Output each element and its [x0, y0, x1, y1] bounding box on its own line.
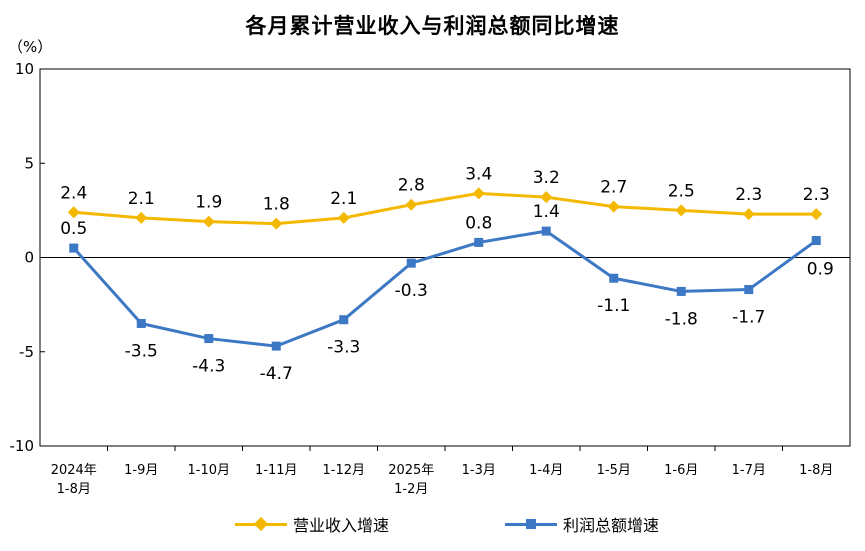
profit-data-label: -3.3: [327, 338, 360, 358]
x-tick-label: 1-12月: [322, 463, 365, 478]
profit-data-label: 0.8: [465, 213, 492, 233]
revenue-point: [742, 208, 755, 221]
profit-point: [204, 334, 214, 344]
revenue-point: [135, 211, 148, 224]
y-tick-label: -10: [10, 437, 35, 455]
profit-point: [69, 243, 79, 253]
profit-data-label: 0.9: [807, 260, 834, 280]
x-tick-label: 1-3月: [462, 463, 496, 478]
y-tick-label: -5: [19, 343, 34, 361]
line-chart: （%） 10 5 0 -5 -10 2024年 1-8月 1-9月 1-10月 1-11月 1-1…: [8, 38, 851, 497]
x-tick-label: 1-5月: [597, 463, 631, 478]
revenue-point: [472, 187, 485, 200]
revenue-data-label: 2.7: [600, 178, 627, 198]
y-tick-label: 5: [24, 154, 34, 172]
profit-point: [339, 315, 349, 325]
revenue-data-label: 1.8: [263, 195, 290, 215]
profit-point: [406, 258, 416, 268]
revenue-point: [337, 211, 350, 224]
profit-data-label: 0.5: [60, 219, 87, 239]
profit-point: [474, 237, 484, 247]
profit-data-label: 1.4: [533, 202, 560, 222]
revenue-data-label: 1.9: [195, 193, 222, 213]
x-tick-label: 2025年: [388, 463, 434, 478]
profit-point: [541, 226, 551, 236]
x-tick-label: 1-2月: [394, 482, 428, 497]
legend-item-profit: 利润总额增速: [505, 512, 659, 536]
profit-point: [811, 236, 821, 246]
legend: 营业收入增速 利润总额增速: [0, 512, 865, 542]
profit-point: [271, 341, 281, 351]
revenue-point: [202, 215, 215, 228]
revenue-point: [405, 198, 418, 211]
diamond-icon: [253, 516, 269, 531]
chart-title: 各月累计营业收入与利润总额同比增速: [245, 14, 620, 38]
x-tick-label: 1-4月: [529, 463, 563, 478]
x-tick-label: 1-8月: [799, 463, 833, 478]
y-tick-label: 10: [15, 60, 34, 78]
profit-point: [744, 285, 754, 295]
revenue-point: [67, 206, 80, 219]
x-tick-label: 1-9月: [124, 463, 158, 478]
y-tick-label: 0: [24, 249, 34, 267]
revenue-point: [270, 217, 283, 230]
revenue-point: [810, 208, 823, 221]
profit-point: [676, 286, 686, 296]
profit-data-label: -1.8: [665, 309, 698, 329]
revenue-data-label: 2.3: [735, 185, 762, 205]
x-tick-label: 1-8月: [57, 482, 91, 497]
x-tick-label: 1-6月: [664, 463, 698, 478]
revenue-data-label: 2.4: [60, 183, 87, 203]
revenue-point: [607, 200, 620, 213]
x-tick-label: 1-11月: [255, 463, 298, 478]
legend-label-revenue: 营业收入增速: [293, 516, 390, 535]
legend-label-profit: 利润总额增速: [563, 516, 660, 535]
legend-item-revenue: 营业收入增速: [235, 512, 389, 536]
profit-data-label: -3.5: [125, 341, 158, 361]
revenue-point: [675, 204, 688, 217]
revenue-data-label: 2.1: [330, 189, 357, 209]
profit-data-label: -0.3: [395, 281, 428, 301]
legend-line-revenue: [235, 516, 287, 531]
legend-line-profit: [505, 518, 557, 529]
revenue-data-label: 3.4: [465, 164, 492, 184]
square-icon: [526, 518, 536, 529]
revenue-point: [540, 191, 553, 204]
y-axis-unit: （%）: [8, 38, 52, 56]
x-tick-label: 1-10月: [187, 463, 230, 478]
x-tick-label: 2024年: [51, 463, 97, 478]
profit-data-label: -1.1: [597, 296, 630, 316]
profit-point: [136, 318, 146, 328]
revenue-data-label: 3.2: [533, 168, 560, 188]
revenue-data-label: 2.1: [128, 189, 155, 209]
x-tick-label: 1-7月: [732, 463, 766, 478]
profit-data-label: -4.7: [260, 364, 293, 384]
profit-growth-line: [72, 229, 818, 348]
revenue-data-label: 2.3: [803, 185, 830, 205]
profit-data-label: -1.7: [732, 308, 765, 328]
profit-data-label: -4.3: [192, 357, 225, 377]
revenue-data-label: 2.5: [668, 181, 695, 201]
revenue-data-label: 2.8: [398, 176, 425, 196]
revenue-growth-line: [73, 191, 817, 226]
profit-point: [609, 273, 619, 283]
